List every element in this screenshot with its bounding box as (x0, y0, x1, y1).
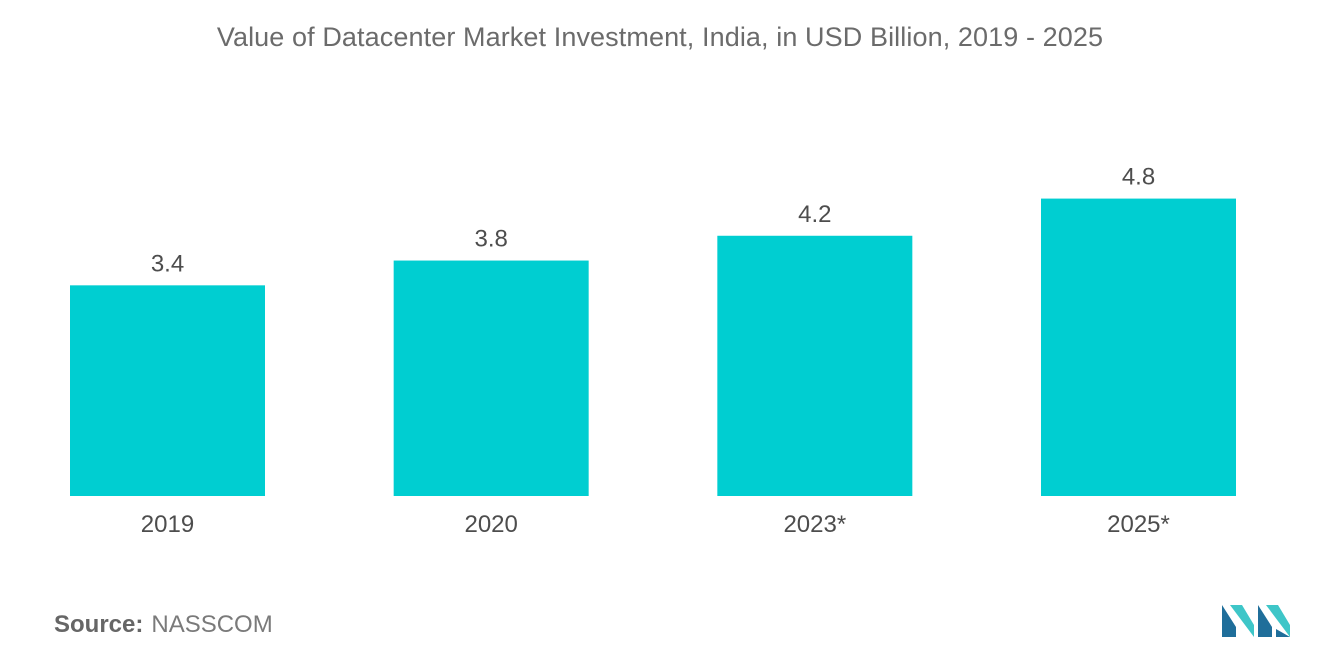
source-label: Source: (54, 611, 144, 638)
source-note: Source: NASSCOM (54, 611, 273, 639)
bar-2025-projected (1041, 198, 1236, 496)
value-labels-layer: 3.4 3.8 4.2 4.8 (151, 164, 1155, 278)
x-tick-label-2019: 2019 (141, 511, 194, 538)
chart-title: Value of Datacenter Market Investment, I… (216, 22, 1104, 52)
value-label-2025-projected: 4.8 (1122, 164, 1155, 191)
value-label-2019: 3.4 (151, 250, 184, 277)
bar-2020 (393, 260, 589, 496)
x-tick-label-2023-projected: 2023* (783, 511, 846, 538)
mordor-intelligence-logo-icon (1222, 605, 1290, 637)
x-axis-ticks-layer: 2019 2020 2023* 2025* (141, 511, 1170, 538)
value-label-2020: 3.8 (474, 226, 507, 253)
bar-2023-projected (717, 235, 913, 496)
x-tick-label-2020: 2020 (464, 511, 517, 538)
x-tick-label-2025-projected: 2025* (1107, 511, 1170, 538)
bars-layer (70, 198, 1236, 496)
bar-2019 (70, 285, 265, 496)
value-label-2023-projected: 4.2 (798, 201, 831, 228)
source-value: NASSCOM (151, 611, 273, 638)
